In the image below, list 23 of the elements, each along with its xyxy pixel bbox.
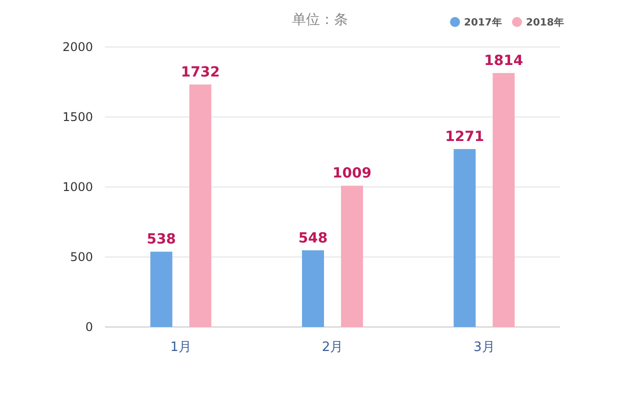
data-label: 1814 — [484, 53, 524, 70]
x-tick-label: 2月 — [322, 340, 344, 355]
bar — [189, 84, 212, 327]
legend-label: 2017年 — [464, 16, 502, 28]
y-tick-label: 1000 — [62, 180, 93, 194]
y-tick-label: 500 — [70, 250, 93, 264]
chart-title: 单位：条 — [292, 12, 348, 28]
data-label: 1271 — [445, 129, 484, 146]
legend-label: 2018年 — [526, 16, 564, 28]
x-tick-label: 1月 — [170, 340, 192, 355]
bar — [454, 149, 476, 327]
y-tick-label: 1500 — [62, 110, 93, 124]
y-tick-label: 0 — [85, 320, 93, 334]
y-tick-label: 2000 — [62, 40, 93, 54]
bar — [150, 252, 172, 327]
bar — [302, 250, 324, 327]
x-tick-label: 3月 — [474, 340, 495, 355]
bar — [492, 73, 515, 327]
bar — [341, 186, 363, 327]
data-label: 1009 — [332, 166, 372, 182]
data-label: 1732 — [180, 64, 220, 81]
data-label: 548 — [298, 230, 328, 246]
data-label: 538 — [146, 232, 176, 248]
